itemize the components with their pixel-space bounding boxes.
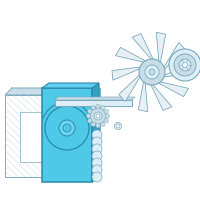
- Circle shape: [92, 172, 102, 182]
- Circle shape: [88, 109, 92, 113]
- Polygon shape: [159, 82, 188, 97]
- Circle shape: [91, 122, 95, 126]
- Polygon shape: [55, 100, 132, 106]
- Polygon shape: [138, 82, 148, 112]
- Polygon shape: [93, 88, 100, 177]
- Polygon shape: [55, 97, 135, 100]
- Polygon shape: [12, 88, 100, 170]
- Circle shape: [45, 106, 89, 150]
- Polygon shape: [112, 67, 140, 80]
- Circle shape: [169, 49, 200, 81]
- Circle shape: [63, 124, 71, 132]
- Circle shape: [92, 158, 102, 168]
- Polygon shape: [42, 83, 99, 88]
- Polygon shape: [42, 88, 92, 182]
- Circle shape: [145, 65, 159, 79]
- Circle shape: [104, 109, 108, 113]
- Polygon shape: [119, 75, 140, 102]
- Circle shape: [179, 59, 191, 71]
- Circle shape: [92, 165, 102, 175]
- Circle shape: [92, 137, 102, 147]
- Polygon shape: [164, 64, 192, 77]
- Polygon shape: [5, 95, 93, 177]
- Circle shape: [86, 114, 91, 118]
- Circle shape: [92, 144, 102, 154]
- Circle shape: [92, 151, 102, 161]
- Polygon shape: [164, 42, 185, 69]
- Polygon shape: [5, 88, 100, 95]
- Polygon shape: [151, 85, 172, 110]
- Circle shape: [101, 122, 105, 126]
- Circle shape: [149, 69, 155, 75]
- Polygon shape: [116, 47, 145, 62]
- Circle shape: [92, 130, 102, 140]
- Circle shape: [94, 112, 102, 120]
- Circle shape: [105, 114, 110, 118]
- Circle shape: [96, 104, 100, 109]
- Circle shape: [116, 124, 120, 128]
- Circle shape: [96, 123, 100, 128]
- Circle shape: [101, 106, 105, 110]
- Bar: [20, 112, 78, 162]
- Circle shape: [174, 54, 196, 76]
- Polygon shape: [132, 34, 153, 59]
- Circle shape: [59, 120, 75, 136]
- Circle shape: [114, 122, 122, 130]
- Circle shape: [90, 108, 106, 124]
- Circle shape: [88, 119, 92, 123]
- Circle shape: [182, 62, 188, 68]
- Polygon shape: [156, 32, 166, 62]
- Circle shape: [104, 119, 108, 123]
- Circle shape: [139, 59, 165, 85]
- Circle shape: [96, 114, 100, 118]
- Polygon shape: [92, 83, 99, 182]
- Circle shape: [91, 106, 95, 110]
